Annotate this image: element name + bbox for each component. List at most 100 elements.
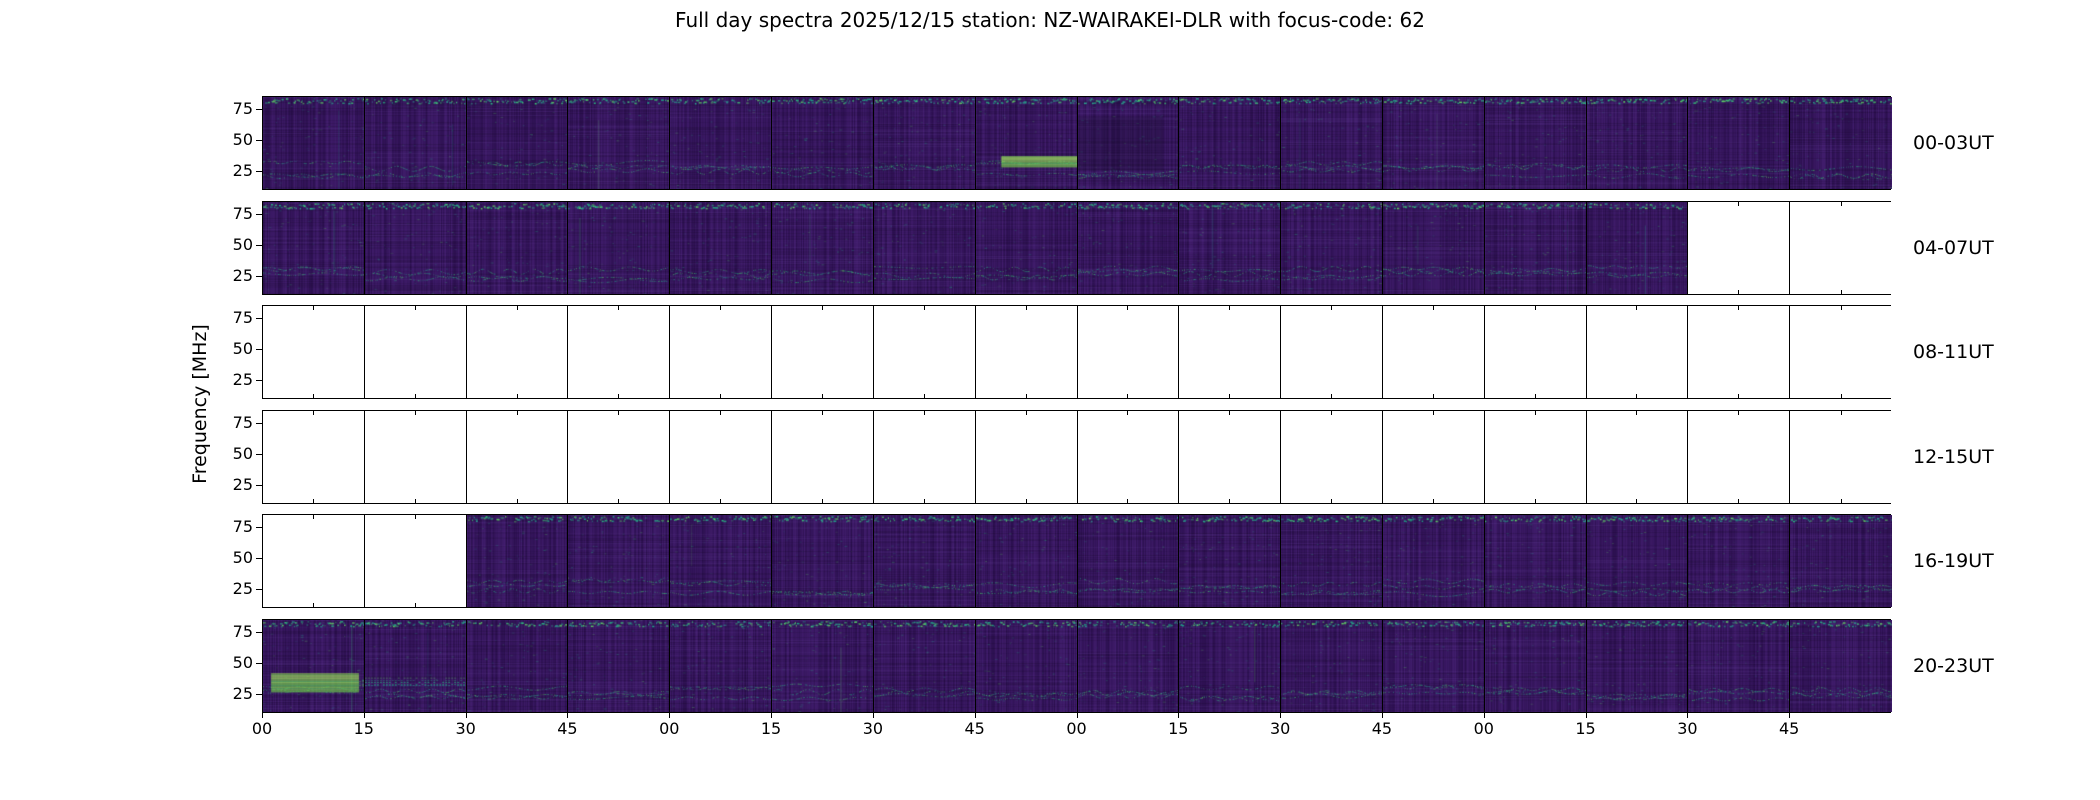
panel-minor-tick <box>414 306 416 310</box>
spectrogram-panel <box>568 515 671 607</box>
panel-minor-tick <box>821 306 823 310</box>
panel-minor-tick <box>1636 394 1638 398</box>
spectrogram-panel <box>568 201 671 294</box>
panel-minor-tick <box>1432 498 1434 503</box>
x-tick-label: 00 <box>1473 718 1494 738</box>
panel-minor-tick <box>720 498 722 503</box>
x-tick-label: 45 <box>1371 718 1393 738</box>
spectrogram-canvas <box>1790 515 1892 607</box>
spectrogram-row-04-07ut <box>262 200 1892 295</box>
y-tick-mark <box>256 140 262 142</box>
y-tick-label: 75 <box>232 621 253 641</box>
spectrogram-panel <box>1688 619 1791 712</box>
spectrogram-row-20-23ut <box>262 618 1892 713</box>
spectrogram-panel <box>364 619 467 712</box>
panel-minor-tick <box>1636 306 1638 310</box>
spectrogram-canvas <box>1688 619 1790 712</box>
panel-minor-tick <box>821 394 823 398</box>
spectrogram-panel <box>1281 201 1383 294</box>
spectrogram-panel <box>1688 201 1791 294</box>
y-tick-label: 75 <box>232 308 253 328</box>
spectrogram-panel <box>1281 97 1383 189</box>
spectrogram-canvas <box>1382 97 1484 189</box>
spectrogram-panel <box>1179 97 1282 189</box>
panel-minor-tick <box>1331 410 1333 415</box>
y-tick-mark <box>256 171 262 173</box>
spectrogram-panel <box>975 619 1078 712</box>
x-tick-label: 15 <box>1575 718 1596 738</box>
panel-minor-tick <box>720 306 722 310</box>
row-time-label: 12-15UT <box>1913 445 1994 468</box>
panel-minor-tick <box>720 410 722 415</box>
y-tick-label: 50 <box>232 652 253 672</box>
spectrogram-canvas <box>975 515 1077 607</box>
spectrogram-canvas <box>568 97 670 189</box>
panel-minor-tick <box>1229 498 1231 503</box>
spectrogram-panel <box>1077 97 1180 189</box>
row-time-label: 20-23UT <box>1913 654 1994 677</box>
y-tick-label: 50 <box>232 234 253 254</box>
spectrogram-canvas <box>466 619 568 712</box>
spectrogram-canvas <box>975 97 1077 189</box>
spectrogram-panel <box>1688 515 1791 607</box>
x-tick-mark <box>1178 712 1180 718</box>
panel-minor-tick <box>1738 394 1740 398</box>
spectrogram-panel <box>1586 515 1689 607</box>
spectrogram-panel <box>364 410 467 503</box>
y-tick-mark <box>256 318 262 320</box>
panel-minor-tick <box>1432 306 1434 310</box>
y-tick-mark <box>256 558 262 560</box>
spectrogram-panel <box>670 515 773 607</box>
spectrogram-canvas <box>975 619 1077 712</box>
spectrogram-canvas <box>873 619 975 712</box>
x-tick-mark <box>262 712 263 718</box>
y-tick-label: 25 <box>232 474 253 494</box>
spectrogram-canvas <box>772 619 873 712</box>
panel-minor-tick <box>1840 289 1842 294</box>
x-tick-label: 15 <box>353 718 374 738</box>
spectrogram-canvas <box>1281 515 1382 607</box>
panel-minor-tick <box>516 498 518 503</box>
x-tick-label: 15 <box>1168 718 1189 738</box>
spectrogram-canvas <box>772 201 873 294</box>
panel-minor-tick <box>1534 306 1536 310</box>
spectrogram-panel <box>263 619 365 712</box>
spectrogram-panel <box>975 515 1078 607</box>
spectrogram-canvas <box>466 515 568 607</box>
y-tick-mark <box>256 527 262 529</box>
spectrogram-canvas <box>568 201 670 294</box>
y-tick-mark <box>256 213 262 215</box>
spectrogram-panel <box>466 97 569 189</box>
panel-minor-tick <box>312 410 314 415</box>
x-tick-mark <box>567 712 569 718</box>
panel-minor-tick <box>1534 394 1536 398</box>
spectrogram-panel <box>1077 410 1180 503</box>
spectrogram-panel <box>466 306 569 398</box>
spectrogram-canvas <box>1484 201 1586 294</box>
panel-minor-tick <box>618 306 620 310</box>
spectrogram-canvas <box>670 619 772 712</box>
x-tick-label: 30 <box>1269 718 1291 738</box>
y-tick-label: 75 <box>232 99 253 119</box>
spectrogram-row-08-11ut <box>262 305 1892 399</box>
spectrogram-panel <box>568 97 671 189</box>
x-tick-mark <box>1280 712 1282 718</box>
spectrogram-canvas <box>1077 515 1179 607</box>
panel-minor-tick <box>821 410 823 415</box>
panel-minor-tick <box>1432 410 1434 415</box>
x-tick-label: 45 <box>557 718 578 738</box>
x-tick-mark <box>465 712 467 718</box>
panel-minor-tick <box>618 498 620 503</box>
spectrogram-panel <box>1382 201 1485 294</box>
row-time-label: 00-03UT <box>1913 132 1994 154</box>
panel-minor-tick <box>516 306 518 310</box>
spectrogram-canvas <box>1382 201 1484 294</box>
panel-minor-tick <box>1127 306 1129 310</box>
y-tick-label: 25 <box>232 265 253 285</box>
x-tick-mark <box>1076 712 1078 718</box>
panel-minor-tick <box>312 394 314 398</box>
spectrogram-row-16-19ut <box>262 514 1892 608</box>
panel-minor-tick <box>1229 306 1231 310</box>
spectrogram-panel <box>1077 201 1180 294</box>
spectrogram-panel <box>1586 619 1689 712</box>
